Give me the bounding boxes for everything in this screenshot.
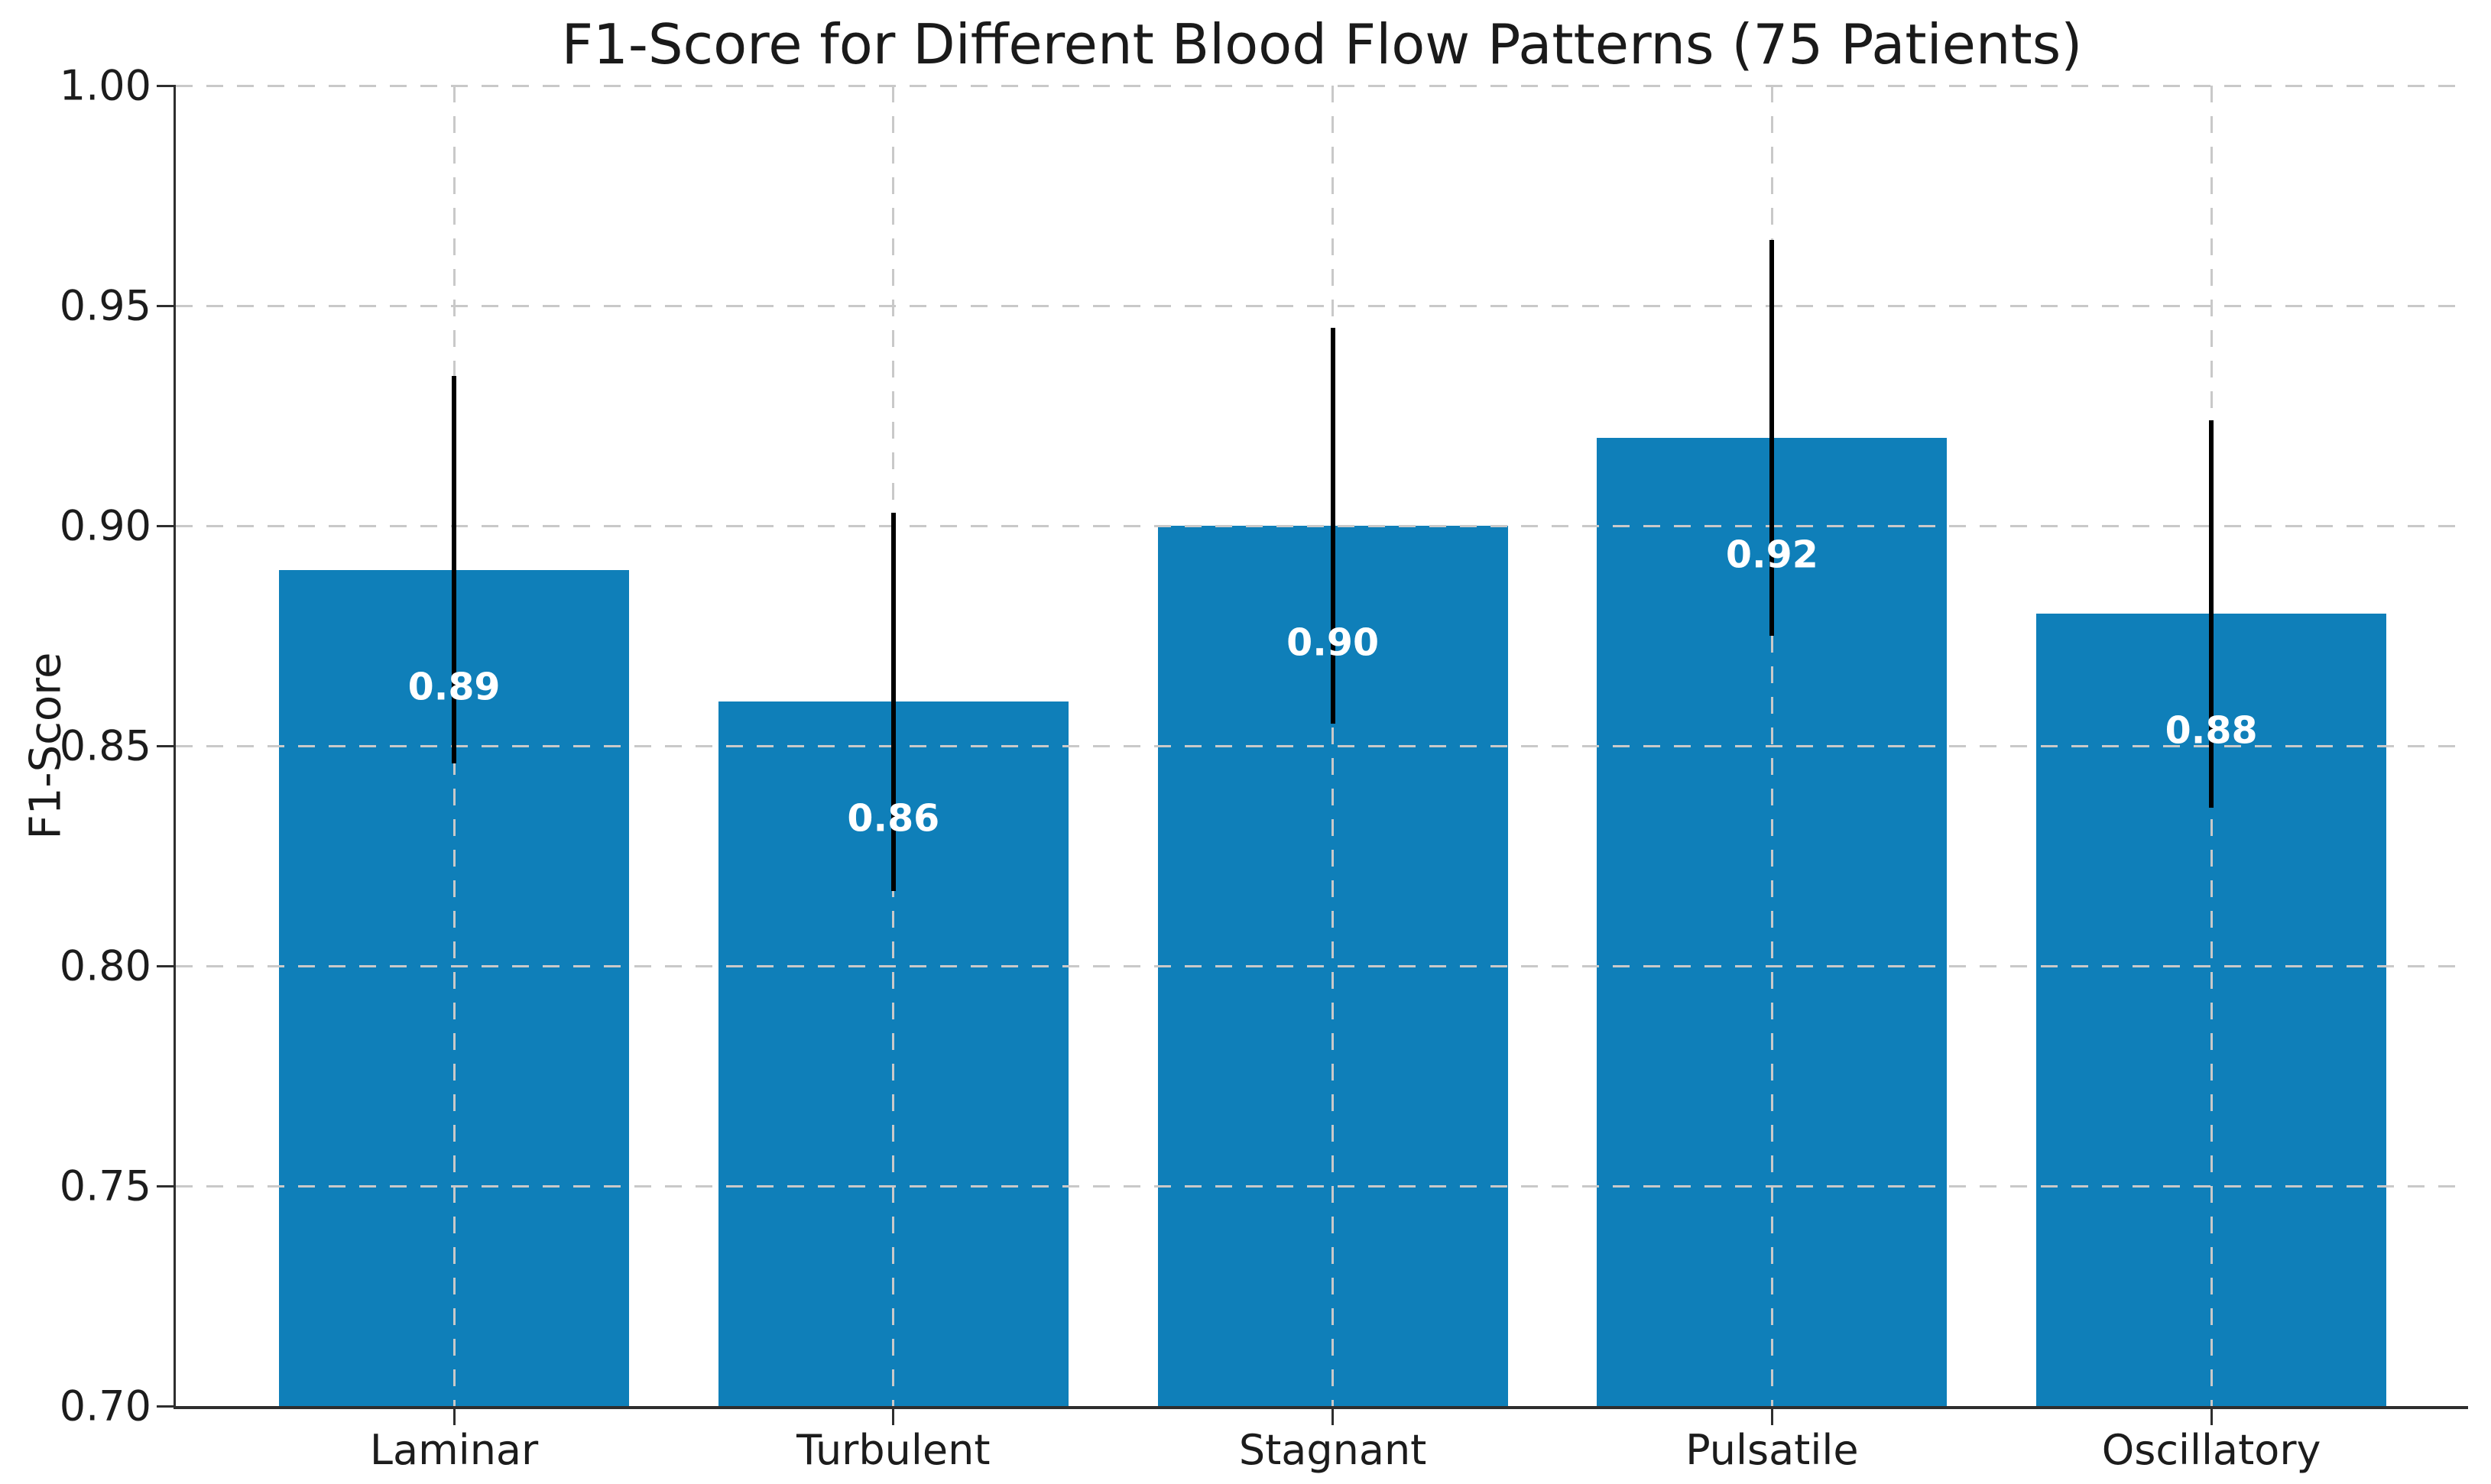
chart-title: F1-Score for Different Blood Flow Patter… xyxy=(561,12,2083,76)
x-tick-label: Stagnant xyxy=(1238,1426,1427,1474)
y-tick-label: 0.85 xyxy=(59,721,151,770)
y-tick-label: 0.90 xyxy=(59,501,151,550)
x-tick-mark xyxy=(2210,1406,2213,1425)
y-tick-mark xyxy=(157,84,176,87)
x-tick-mark xyxy=(1770,1406,1773,1425)
v-gridline xyxy=(1331,86,1335,1406)
x-tick-label: Oscillatory xyxy=(2101,1426,2321,1474)
y-axis-spine xyxy=(174,86,176,1408)
x-tick-mark xyxy=(892,1406,895,1425)
h-gridline xyxy=(176,304,2468,307)
bar-value-label: 0.88 xyxy=(2165,708,2258,753)
y-tick-mark xyxy=(157,304,176,307)
x-tick-label: Laminar xyxy=(369,1426,539,1474)
h-gridline xyxy=(176,524,2468,527)
bar-value-label: 0.89 xyxy=(407,665,501,709)
x-tick-mark xyxy=(452,1406,456,1425)
y-tick-mark xyxy=(157,524,176,527)
y-tick-label: 0.80 xyxy=(59,941,151,990)
y-tick-label: 0.75 xyxy=(59,1162,151,1210)
y-tick-mark xyxy=(157,1184,176,1188)
y-tick-mark xyxy=(157,744,176,747)
error-bar xyxy=(1769,239,1775,636)
x-tick-label: Pulsatile xyxy=(1685,1426,1859,1474)
v-gridline xyxy=(1770,86,1773,1406)
bar-value-label: 0.92 xyxy=(1725,533,1818,577)
bar-value-label: 0.86 xyxy=(847,796,940,841)
bar-value-label: 0.90 xyxy=(1286,620,1380,665)
y-tick-label: 0.70 xyxy=(59,1382,151,1431)
error-bar xyxy=(890,512,896,892)
h-gridline xyxy=(176,84,2468,87)
x-axis-spine xyxy=(174,1406,2468,1409)
y-tick-label: 1.00 xyxy=(59,61,151,110)
error-bar xyxy=(1330,327,1335,724)
y-tick-mark xyxy=(157,1405,176,1408)
error-bar xyxy=(452,376,457,764)
error-bar xyxy=(2209,420,2214,808)
h-gridline xyxy=(176,964,2468,967)
x-tick-mark xyxy=(1331,1406,1335,1425)
y-tick-label: 0.95 xyxy=(59,281,151,330)
h-gridline xyxy=(176,744,2468,747)
y-tick-mark xyxy=(157,964,176,967)
x-tick-label: Turbulent xyxy=(796,1426,991,1474)
h-gridline xyxy=(176,1184,2468,1188)
plot-area: 0.70 0.75 0.80 0.85 0.90 0.95 1.00 0.89 Laminar 0… xyxy=(60,62,2468,1474)
